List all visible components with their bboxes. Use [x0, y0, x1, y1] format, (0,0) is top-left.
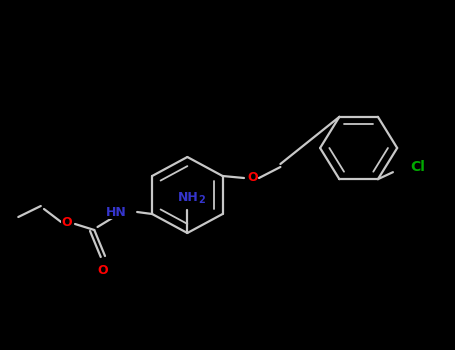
Text: Cl: Cl	[410, 160, 425, 174]
Text: O: O	[247, 172, 258, 184]
Text: 2: 2	[198, 195, 205, 205]
Text: HN: HN	[106, 205, 126, 218]
Text: O: O	[97, 264, 108, 277]
Text: O: O	[61, 216, 72, 229]
Text: NH: NH	[178, 191, 199, 204]
